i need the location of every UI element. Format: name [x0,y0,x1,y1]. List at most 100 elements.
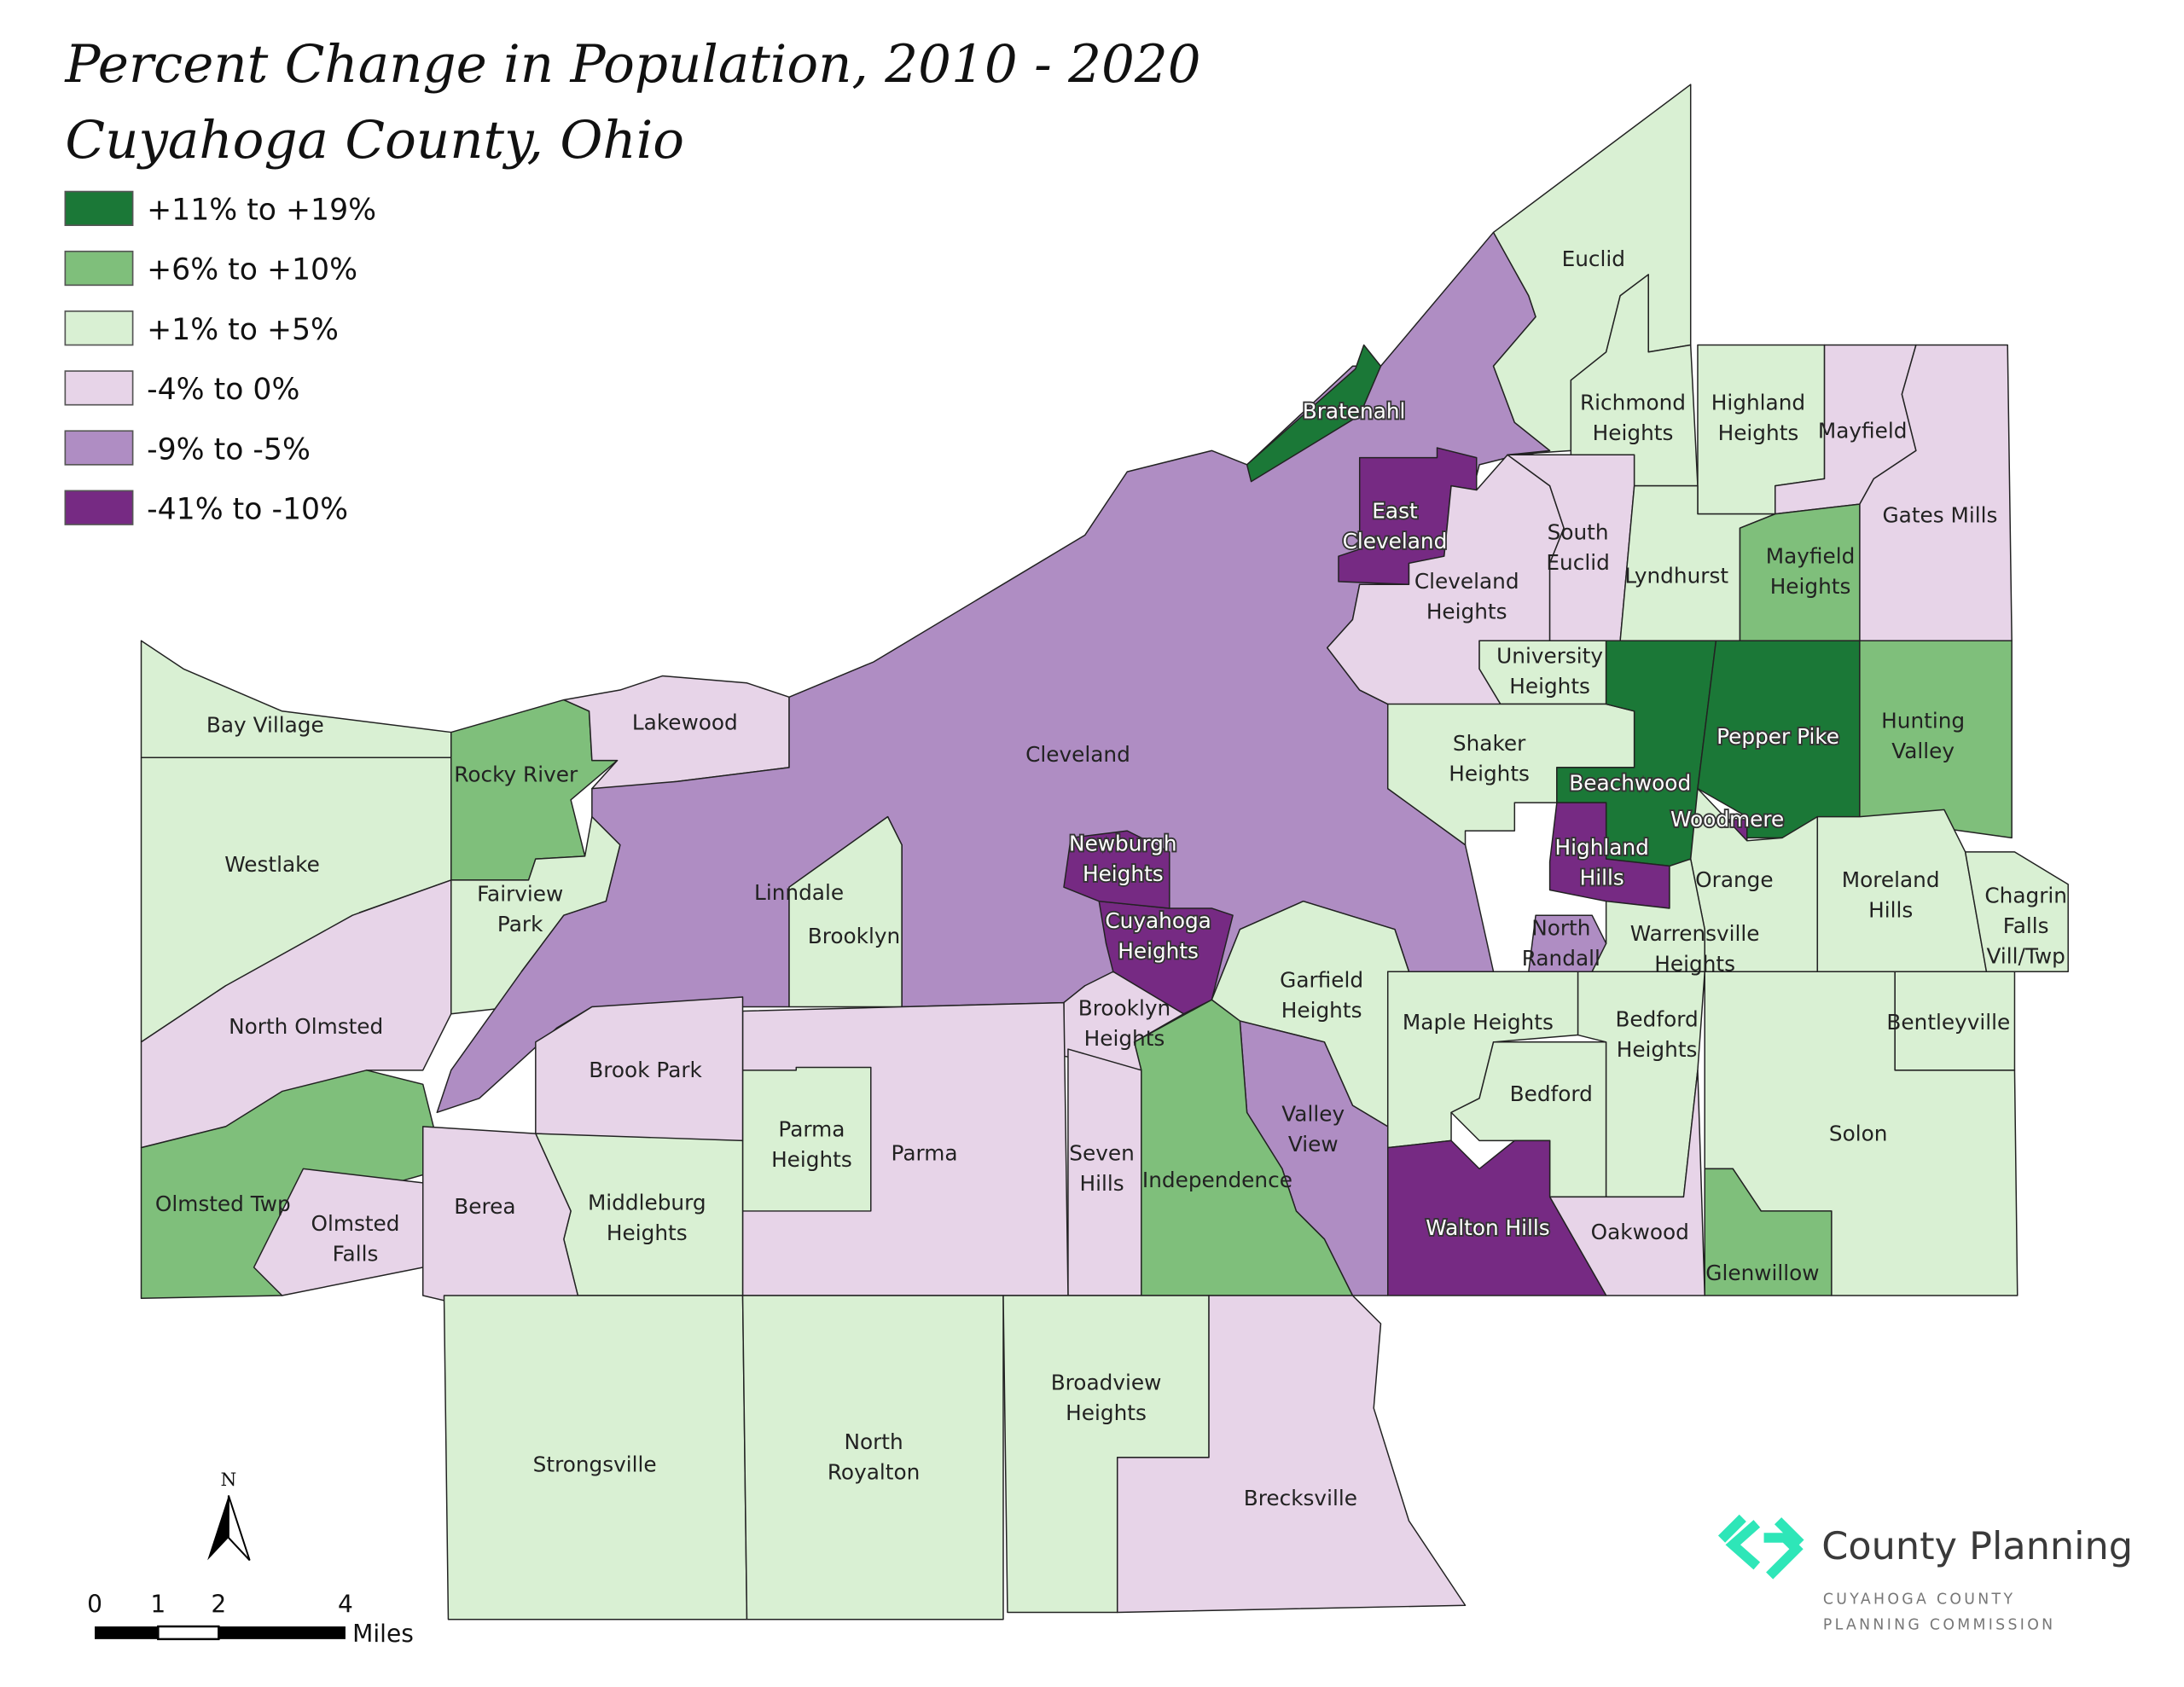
muni-north-randall[interactable] [1528,914,1607,972]
label-line: Brooklyn [1078,995,1170,1020]
label-line: Bentleyville [1886,1010,2010,1035]
label-line: Linndale [754,880,844,905]
label-bay-village: Bay Village [206,713,324,738]
label-maple-heights: Maple Heights [1403,1010,1554,1035]
label-broadview-heights: Broadview Heights [1051,1371,1162,1425]
label-line: Seven [1069,1140,1135,1165]
label-line: Westlake [224,852,320,877]
muni-brecksville[interactable] [1116,1295,1467,1614]
label-line: Randall [1522,946,1600,971]
legend-label: +1% to +5% [147,313,339,347]
label-line: Shaker [1453,731,1526,756]
label-cleveland-heights: Cleveland Heights [1414,569,1519,623]
label-lyndhurst: Lyndhurst [1624,564,1728,588]
scale-segment [95,1626,159,1639]
label-line: Heights [1770,574,1851,599]
label-line: Glenwillow [1705,1261,1819,1285]
label-line: Cuyahoga [1105,908,1211,933]
label-line: Maple Heights [1403,1010,1554,1035]
label-line: Independence [1142,1168,1292,1192]
label-line: Heights [1118,939,1199,964]
label-highland-hills: Highland Hills [1555,835,1649,890]
label-line: Royalton [828,1459,920,1484]
label-line: Bay Village [206,713,324,738]
label-east-cleveland: East Cleveland [1343,499,1448,554]
label-line: Hills [1079,1171,1124,1196]
label-richmond-heights: Richmond Heights [1580,390,1686,444]
label-line: Beachwood [1569,770,1691,795]
label-brook-park: Brook Park [589,1058,702,1082]
label-garfield-heights: Garfield Heights [1280,967,1363,1022]
label-newburgh-heights: Newburgh Heights [1069,831,1177,885]
legend-swatch [64,250,134,287]
label-line: Brooklyn [808,924,900,948]
label-line: Heights [1654,951,1735,976]
scale-bar: 0 1 2 4 Miles [87,1590,414,1648]
label-line: Park [497,912,543,936]
label-bratenahl: Bratenahl [1303,398,1406,423]
label-line: Olmsted [311,1211,399,1236]
muni-bay-village[interactable] [140,640,452,759]
muni-olmsted-twp[interactable] [140,1070,445,1300]
label-euclid: Euclid [1562,246,1625,271]
label-line: Heights [1593,420,1674,445]
muni-mayfield-heights[interactable] [1739,503,1861,641]
muni-walton-hills[interactable] [1386,1139,1607,1296]
label-olmsted-twp: Olmsted Twp [155,1191,291,1216]
label-line: Falls [333,1242,379,1267]
muni-bratenahl[interactable] [1246,344,1382,483]
legend-swatch [64,190,134,226]
label-line: Bedford [1615,1007,1698,1032]
label-lakewood: Lakewood [632,710,738,734]
label-line: Orange [1695,867,1773,892]
label-cleveland: Cleveland [1025,742,1130,767]
label-line: Brook Park [589,1058,702,1082]
muni-richmond-heights[interactable] [1570,274,1699,487]
label-parma: Parma [892,1140,958,1165]
label-line: Parma [892,1140,958,1165]
label-pepper-pike: Pepper Pike [1716,724,1839,749]
scale-tick: 1 [150,1590,166,1618]
muni-olmsted-falls[interactable] [253,1168,424,1296]
label-bentleyville: Bentleyville [1886,1010,2010,1035]
label-north-olmsted: North Olmsted [229,1014,383,1039]
logo-mark-icon [1717,1514,1804,1580]
label-line: Heights [1617,1037,1698,1062]
muni-brooklyn[interactable] [788,815,903,1008]
label-mayfield-heights: Mayfield Heights [1766,543,1856,598]
label-south-euclid: South Euclid [1546,519,1609,574]
map-title: Percent Change in Population, 2010 - 202… [64,34,1200,95]
municipality-polygons [140,84,2069,1620]
label-line: Valley [1891,739,1955,763]
label-line: South [1548,519,1609,544]
label-line: Strongsville [533,1452,657,1476]
label-north-royalton: North Royalton [828,1429,920,1484]
legend: +11% to +19% +6% to +10% +1% to +5% -4% to … [64,190,376,526]
label-line: Highland [1555,835,1649,860]
label-line: Gates Mills [1882,503,1997,528]
label-shaker-heights: Shaker Heights [1449,731,1530,786]
label-line: University [1496,644,1603,669]
muni-newburgh-heights[interactable] [1063,830,1170,909]
label-middleburg-heights: Middleburg Heights [588,1190,706,1244]
muni-hunting-valley[interactable] [1859,640,2013,839]
label-warrensville-heights: Warrensville Heights [1630,921,1760,976]
label-line: Heights [1083,861,1164,886]
label-berea: Berea [454,1194,515,1219]
label-line: Heights [1084,1026,1165,1051]
label-line: Lakewood [632,710,738,734]
county-planning-logo: County Planning CUYAHOGA COUNTY PLANNING… [1717,1514,2133,1633]
muni-north-royalton[interactable] [741,1295,1004,1620]
scale-unit: Miles [352,1620,414,1648]
label-oakwood: Oakwood [1591,1220,1689,1244]
label-line: Cleveland [1414,569,1519,594]
label-line: Highland [1711,390,1805,415]
label-line: Mayfield [1818,418,1908,443]
muni-cuyahoga-heights[interactable] [1098,900,1234,1015]
label-line: Heights [771,1147,852,1172]
label-highland-heights: Highland Heights [1711,390,1805,444]
label-line: Parma [778,1116,845,1141]
muni-chagrin-falls-vill-twp[interactable] [1964,851,2069,972]
label-gates-mills: Gates Mills [1882,503,1997,528]
